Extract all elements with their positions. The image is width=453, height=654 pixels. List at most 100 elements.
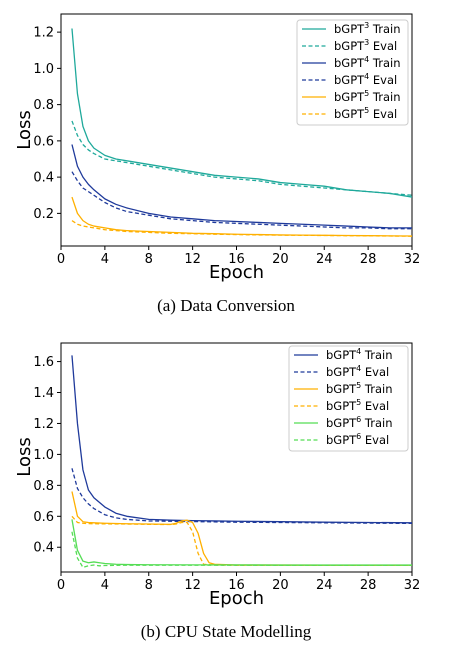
- series-line-0: [71, 355, 413, 524]
- y-tick-label: 1.2: [33, 417, 54, 432]
- y-tick-label: 0.4: [33, 171, 54, 186]
- legend-base-text: bGPT: [334, 107, 365, 121]
- x-tick-label: 24: [316, 252, 333, 267]
- legend-entry: bGPT6 Train: [326, 415, 393, 430]
- y-axis-label: Loss: [14, 110, 35, 149]
- y-axis-label: Loss: [14, 437, 35, 476]
- series-lines: [71, 355, 413, 569]
- series-line-4: [71, 196, 413, 237]
- series-line-1: [71, 120, 413, 196]
- legend-superscript: 5: [364, 89, 369, 98]
- legend-entry: bGPT4 Eval: [326, 364, 389, 379]
- chart-caption: (b) CPU State Modelling: [141, 622, 312, 641]
- legend-suffix-text: Eval: [369, 39, 397, 53]
- legend-entry: bGPT5 Eval: [326, 398, 389, 413]
- x-tick-label: 4: [101, 252, 109, 267]
- legend-suffix-text: Train: [369, 56, 400, 70]
- x-tick-label: 8: [145, 252, 153, 267]
- y-tick-label: 0.2: [33, 207, 54, 222]
- y-tick-label: 1.0: [33, 62, 54, 77]
- legend-base-text: bGPT: [334, 56, 365, 70]
- legend-superscript: 5: [356, 381, 361, 390]
- x-tick-label: 16: [228, 252, 245, 267]
- legend-superscript: 6: [356, 415, 361, 424]
- legend-suffix-text: Train: [369, 90, 400, 104]
- legend-superscript: 3: [364, 38, 369, 47]
- legend-superscript: 5: [364, 106, 369, 115]
- legend-base-text: bGPT: [326, 382, 357, 396]
- legend-entry: bGPT5 Train: [334, 89, 401, 104]
- x-tick-label: 16: [228, 578, 245, 593]
- legend-base-text: bGPT: [326, 399, 357, 413]
- x-axis-label: Epoch: [209, 262, 264, 283]
- x-tick-label: 20: [272, 578, 289, 593]
- series-line-1: [71, 468, 413, 525]
- y-axis-ticks: 0.4 0.6 0.8 1.0 1.2 1.4 1.6: [33, 355, 61, 556]
- series-line-2: [71, 491, 412, 566]
- y-tick-label: 0.8: [33, 479, 54, 494]
- legend-base-text: bGPT: [326, 433, 357, 447]
- x-tick-label: 8: [145, 578, 153, 593]
- legend-superscript: 4: [364, 72, 369, 81]
- x-tick-label: 12: [184, 252, 201, 267]
- legend-superscript: 5: [356, 398, 361, 407]
- x-tick-label: 4: [101, 578, 109, 593]
- legend-entry: bGPT4 Eval: [334, 72, 397, 87]
- legend-entry: bGPT3 Train: [334, 21, 401, 36]
- chart-panel-data-conversion: 0 4 8 12 16 20 24 28 32 0.20.40.60.81.01.2 bGPT3…: [14, 13, 420, 315]
- legend-suffix-text: Eval: [361, 433, 389, 447]
- legend-entry: bGPT6 Eval: [326, 432, 389, 447]
- x-axis-ticks: 0 4 8 12 16 20 24 28 32: [57, 246, 420, 267]
- legend-base-text: bGPT: [334, 39, 365, 53]
- chart-caption: (a) Data Conversion: [157, 296, 295, 315]
- y-axis-ticks: 0.2 0.4 0.6 0.8 1.0 1.2: [33, 26, 61, 222]
- y-tick-label: 1.6: [33, 355, 54, 370]
- legend-suffix-text: Train: [361, 382, 392, 396]
- legend-base-text: bGPT: [334, 22, 365, 36]
- x-tick-label: 32: [404, 252, 421, 267]
- legend-suffix-text: Eval: [369, 107, 397, 121]
- y-tick-label: 0.6: [33, 134, 54, 149]
- legend-suffix-text: Eval: [361, 365, 389, 379]
- legend-suffix-text: Eval: [361, 399, 389, 413]
- x-axis-label: Epoch: [209, 588, 264, 609]
- series-line-4: [71, 519, 412, 566]
- series-line-3: [71, 515, 412, 566]
- legend-base-text: bGPT: [334, 73, 365, 87]
- legend-entry: bGPT5 Eval: [334, 106, 397, 121]
- y-tick-label: 0.4: [33, 541, 54, 556]
- series-line-3: [71, 171, 412, 230]
- legend-base-text: bGPT: [326, 365, 357, 379]
- legend-entry: bGPT4 Train: [326, 347, 393, 362]
- x-tick-label: 28: [360, 252, 377, 267]
- legend-base-text: bGPT: [334, 90, 365, 104]
- series-lines: [71, 28, 413, 237]
- x-tick-label: 0: [57, 578, 65, 593]
- legend-entry: bGPT5 Train: [326, 381, 393, 396]
- series-line-5: [71, 220, 413, 237]
- legend-suffix-text: Train: [369, 22, 400, 36]
- legend-base-text: bGPT: [326, 416, 357, 430]
- legend-entry: bGPT4 Train: [334, 55, 401, 70]
- series-line-2: [71, 144, 412, 229]
- x-axis-ticks: 0 4 8 12 16 20 24 28 32: [57, 572, 420, 593]
- legend-box: [288, 345, 409, 452]
- x-tick-label: 32: [404, 578, 421, 593]
- legend-superscript: 6: [356, 432, 361, 441]
- x-tick-label: 20: [272, 252, 289, 267]
- legend-superscript: 3: [364, 21, 369, 30]
- x-tick-label: 24: [316, 578, 333, 593]
- y-tick-label: 0.6: [33, 510, 54, 525]
- y-tick-label: 1.4: [33, 386, 54, 401]
- legend-superscript: 4: [356, 364, 361, 373]
- legend-suffix-text: Eval: [369, 73, 397, 87]
- y-tick-label: 1.0: [33, 448, 54, 463]
- chart-panel-cpu-state-modelling: 0 4 8 12 16 20 24 28 32 0.4 0.6 0.8 1.0 1.2 1.4 1.6 bG…: [14, 342, 420, 641]
- legend-base-text: bGPT: [326, 348, 357, 362]
- series-line-5: [71, 531, 412, 569]
- y-tick-label: 1.2: [33, 26, 54, 41]
- legend-superscript: 4: [356, 347, 361, 356]
